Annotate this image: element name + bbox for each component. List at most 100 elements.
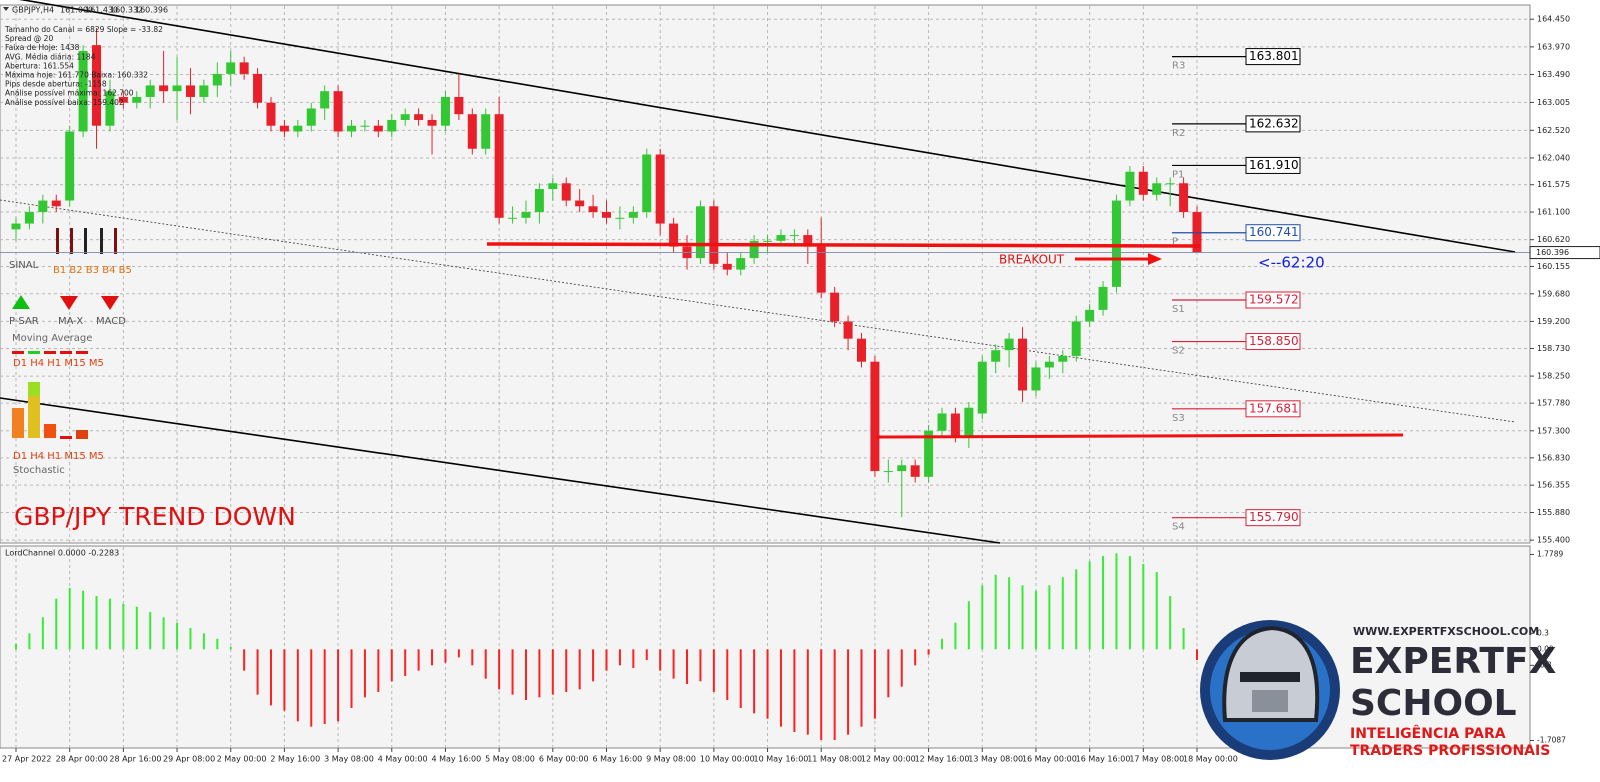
hist-bar	[1155, 572, 1158, 650]
stoch-bar	[76, 430, 88, 439]
price-tag	[1529, 246, 1600, 260]
level-box	[1245, 115, 1301, 133]
level-value: 159.572	[1249, 292, 1299, 306]
candle-body	[628, 212, 638, 218]
hist-bar	[659, 649, 662, 671]
hist-bar	[927, 649, 930, 655]
level-box	[1245, 291, 1301, 309]
level-name: S4	[1172, 522, 1185, 533]
level-box	[1245, 333, 1301, 351]
candle-body	[749, 240, 759, 259]
y-tick-label: 163.970	[1537, 42, 1570, 51]
candle-body	[454, 96, 464, 115]
candle-body	[534, 189, 544, 213]
info-line: Faixa de Hoje: 1438	[5, 43, 80, 52]
header-value: 160.396	[135, 6, 168, 15]
candle-body	[333, 91, 343, 132]
candle-body	[830, 292, 840, 322]
info-line: Máxima hoje: 161.770 Baixa: 160.332	[5, 71, 148, 80]
candle-body	[548, 183, 558, 190]
psar-arrow	[12, 295, 30, 309]
candle-body	[1138, 171, 1148, 195]
logo-tag1: INTELIGÊNCIA PARA	[1350, 725, 1506, 742]
x-tick-label: 4 May 00:00	[378, 755, 428, 764]
candle-body	[400, 114, 410, 120]
candle-body	[937, 413, 947, 431]
info-line: Análise possível máxima: 162.700	[5, 89, 134, 98]
header-value: 161.000	[60, 6, 93, 15]
hist-bar	[712, 649, 715, 692]
logo-tag2: TRADERS PROFISSIONAIS	[1350, 743, 1550, 759]
y-tick-label: 156.830	[1537, 453, 1570, 462]
candle-body	[199, 85, 209, 97]
hist-bar	[55, 598, 58, 650]
candle-body	[615, 217, 625, 219]
candle-body	[293, 125, 303, 132]
psar-label: P-SAR	[9, 316, 39, 327]
candle-body	[11, 223, 21, 230]
candle-body	[185, 85, 195, 97]
x-tick-label: 18 May 00:00	[1183, 755, 1238, 764]
level-value: 155.790	[1249, 510, 1299, 524]
hist-bar	[404, 649, 407, 676]
candle-body	[78, 50, 88, 132]
hist-bar	[1061, 577, 1064, 650]
hist-bar	[1169, 596, 1172, 650]
header-value: 161.430	[85, 6, 118, 15]
hist-bar	[565, 649, 568, 692]
x-tick-label: 9 May 08:00	[646, 755, 696, 764]
support-line	[876, 433, 1404, 439]
hist-bar	[739, 649, 742, 708]
candle-body	[1152, 183, 1162, 195]
level-value: 162.632	[1249, 116, 1299, 130]
x-tick-label: 11 May 08:00	[807, 755, 862, 764]
y-tick-label: 162.520	[1537, 126, 1570, 135]
candle-body	[1111, 200, 1121, 287]
hist-bar	[1115, 553, 1118, 650]
hist-bar	[15, 644, 17, 650]
logo: WWW.EXPERTFXSCHOOL.COM EXPERTFX SCHOOL I…	[1200, 620, 1557, 760]
level-name: R2	[1172, 128, 1185, 139]
hist-bar	[967, 601, 970, 650]
hist-bar	[605, 649, 608, 671]
y-tick-label: 163.490	[1537, 70, 1570, 79]
hist-bar	[1182, 628, 1185, 650]
candle-body	[212, 73, 222, 86]
hist-bar	[686, 649, 689, 684]
candle-body	[1071, 321, 1081, 356]
y-tick-label: 161.575	[1537, 180, 1570, 189]
candle-body	[253, 73, 263, 103]
y-tick-label: 159.680	[1537, 289, 1570, 298]
hist-bar	[645, 649, 648, 660]
indicator-panel: SINAL B1 B2 B3 B4 B5 P-SAR MA-X MACD Mov…	[9, 228, 132, 476]
hist-bar	[269, 649, 272, 706]
x-tick-label: 4 May 16:00	[431, 755, 481, 764]
arrow-head	[1148, 253, 1162, 265]
candle-body	[306, 108, 316, 126]
hist-bar	[994, 574, 997, 650]
hist-bar	[310, 649, 313, 727]
hist-bar	[444, 649, 447, 663]
candle-body	[414, 114, 424, 120]
hist-bar	[1021, 585, 1024, 650]
info-line: Abertura: 161.554	[5, 61, 74, 70]
x-tick-label: 6 May 16:00	[593, 755, 643, 764]
level-name: P1	[1172, 169, 1184, 180]
candle-body	[1018, 338, 1028, 391]
candle-body	[1125, 171, 1135, 201]
hist-bar	[350, 649, 353, 708]
candle-body	[132, 96, 142, 103]
candle-body	[897, 465, 907, 472]
candle-body	[239, 62, 249, 74]
hist-bar	[108, 598, 111, 650]
candle-body	[172, 85, 182, 92]
candle-body	[789, 235, 799, 237]
candle-body	[588, 206, 598, 213]
y-tick-label: 158.250	[1537, 372, 1570, 381]
hist-bar	[95, 596, 98, 650]
info-line: Pips desde abertura: -1158	[5, 80, 107, 89]
stoch-frames: D1 H4 H1 M15 M5	[13, 451, 104, 462]
ma-cell	[28, 351, 40, 354]
y-tick-label: 162.040	[1537, 153, 1570, 162]
